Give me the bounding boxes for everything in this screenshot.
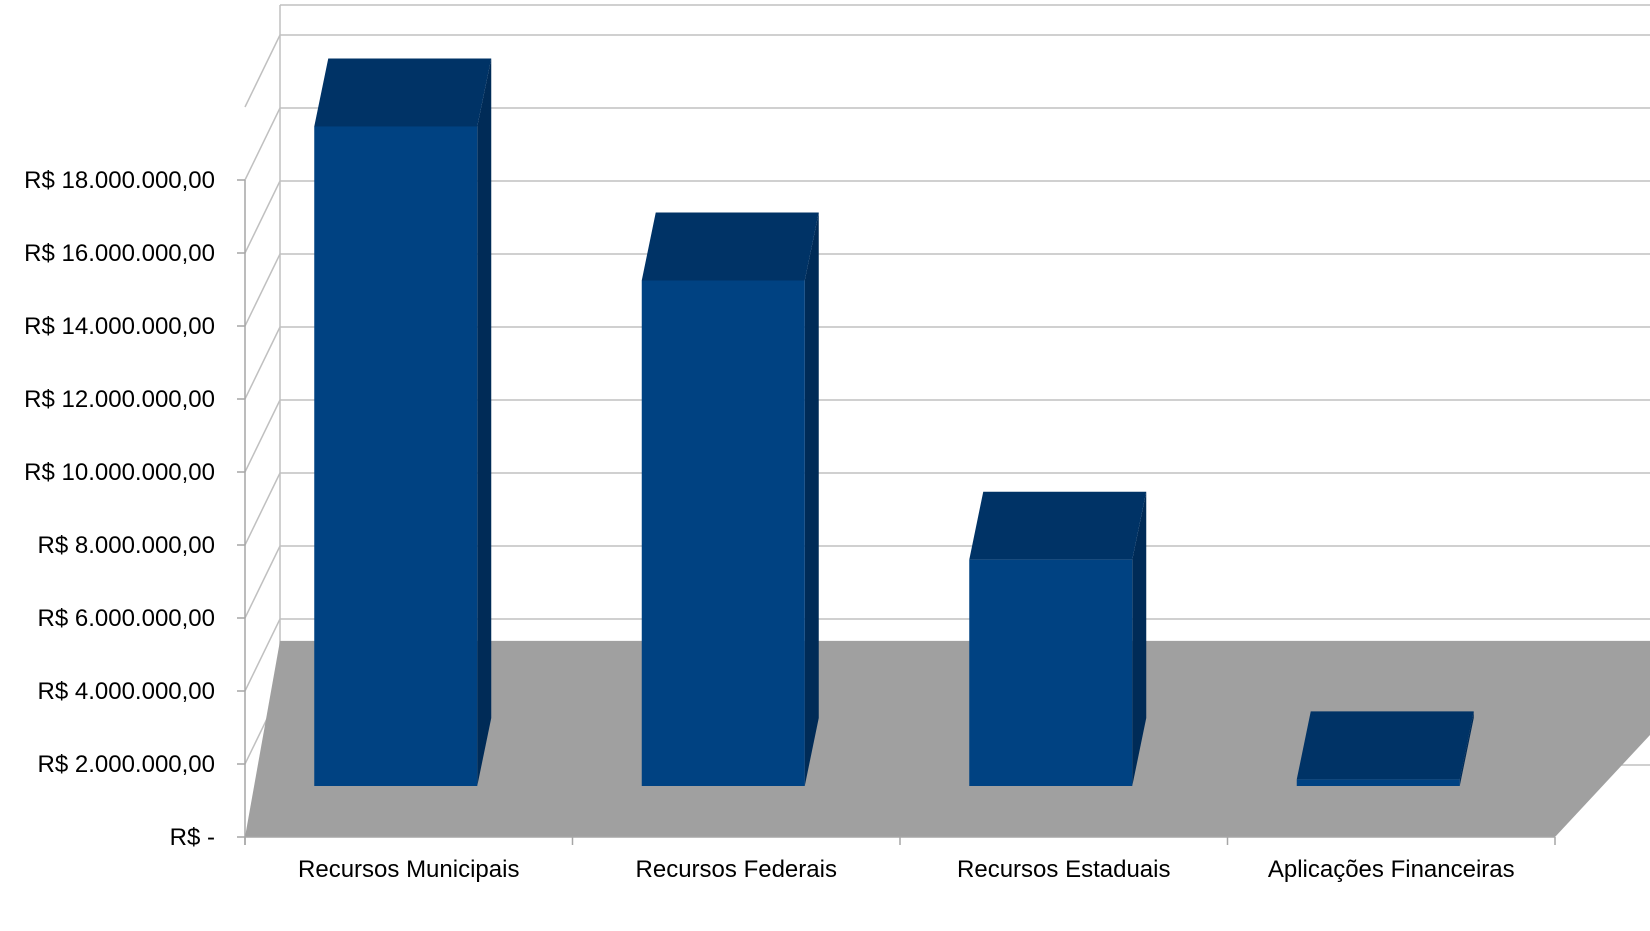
gridlines bbox=[244, 4, 1650, 838]
side-gridline bbox=[244, 399, 281, 473]
y-tick-label: R$ 4.000.000,00 bbox=[38, 678, 215, 705]
y-tick-label: R$ 12.000.000,00 bbox=[24, 386, 215, 413]
bar-front bbox=[314, 126, 478, 786]
bar-side bbox=[804, 212, 819, 787]
bar-front bbox=[1296, 779, 1460, 786]
side-gridline bbox=[244, 180, 281, 254]
y-tick-label: R$ 8.000.000,00 bbox=[38, 532, 215, 559]
bar-top bbox=[641, 212, 819, 281]
x-category-label: Recursos Estaduais bbox=[957, 856, 1170, 883]
bar-side bbox=[1459, 711, 1474, 786]
x-category-label: Aplicações Financeiras bbox=[1268, 856, 1515, 883]
y-tick-label: R$ 16.000.000,00 bbox=[24, 240, 215, 267]
x-category-label: Recursos Federais bbox=[636, 856, 837, 883]
y-tick-label: R$ 18.000.000,00 bbox=[24, 167, 215, 194]
bar-top bbox=[1296, 711, 1474, 780]
labels: R$ - R$ 2.000.000,00 R$ 4.000.000,00 R$ 6.0… bbox=[24, 167, 1514, 883]
bar bbox=[314, 58, 492, 786]
chart-floor bbox=[245, 640, 1650, 837]
bar-top bbox=[969, 491, 1147, 560]
bar-top bbox=[314, 58, 492, 127]
y-tick-label: R$ 6.000.000,00 bbox=[38, 605, 215, 632]
y-tick-label: R$ - bbox=[170, 824, 215, 851]
side-gridline bbox=[244, 107, 281, 181]
side-gridline bbox=[244, 472, 281, 546]
x-category-label: Recursos Municipais bbox=[298, 856, 519, 883]
y-tick-label: R$ 2.000.000,00 bbox=[38, 751, 215, 778]
side-gridline bbox=[244, 34, 281, 108]
bar bbox=[969, 491, 1147, 786]
axes bbox=[237, 179, 1556, 845]
bar-side bbox=[1132, 491, 1147, 786]
bar bbox=[1296, 711, 1474, 786]
side-gridline bbox=[244, 545, 281, 619]
bars bbox=[314, 58, 1474, 787]
floor-plane bbox=[245, 640, 1650, 837]
bar-front bbox=[641, 280, 805, 786]
bar-front bbox=[969, 559, 1133, 786]
side-gridline bbox=[244, 253, 281, 327]
side-gridline bbox=[244, 618, 281, 692]
bar bbox=[641, 212, 819, 787]
y-tick-label: R$ 14.000.000,00 bbox=[24, 313, 215, 340]
y-tick-label: R$ 10.000.000,00 bbox=[24, 459, 215, 486]
bar-side bbox=[477, 58, 492, 786]
side-gridline bbox=[244, 326, 281, 400]
